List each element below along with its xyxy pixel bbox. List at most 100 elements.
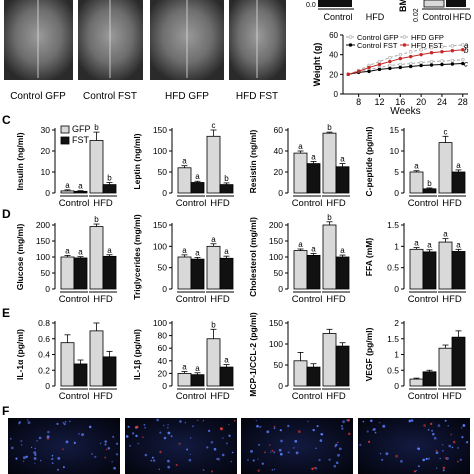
small-category-control-2: Control	[422, 12, 451, 22]
fluorescence-dot	[18, 422, 20, 425]
bar	[306, 366, 321, 387]
fluorescence-dot	[62, 448, 64, 451]
fluorescence-dot	[188, 458, 192, 462]
fluorescence-image	[358, 418, 470, 474]
small-bar	[318, 0, 352, 7]
bar	[451, 251, 466, 290]
y-tick-label: 15	[390, 125, 400, 135]
small-tick-label-top: 0.0	[306, 2, 316, 9]
data-point	[409, 64, 413, 69]
data-point	[377, 67, 382, 72]
data-point	[450, 58, 455, 63]
significance-letter: a	[224, 247, 229, 256]
fluorescence-dot	[320, 433, 323, 436]
data-point	[398, 52, 402, 57]
category-label: HFD	[326, 391, 346, 402]
y-tick-label: 0.5	[387, 365, 399, 375]
fluorescence-dot	[408, 419, 412, 423]
y-tick-label: 40	[274, 146, 284, 156]
bar	[177, 372, 192, 387]
fluorescence-dot	[442, 466, 446, 470]
fluorescence-dot	[220, 427, 223, 431]
y-tick-label: 100	[269, 339, 283, 349]
y-tick-label: 150	[36, 236, 50, 246]
fluorescence-image	[125, 418, 237, 474]
fluorescence-dot	[88, 425, 92, 429]
fluorescence-dot	[33, 451, 37, 455]
fluorescence-dot	[287, 451, 290, 454]
significance-letter: a	[195, 364, 200, 373]
small-category-control: Control	[323, 12, 352, 22]
fluorescence-dot	[159, 450, 162, 454]
data-point	[388, 59, 392, 64]
y-tick-label: 150	[269, 236, 283, 246]
fluorescence-dot	[27, 421, 31, 425]
significance-letter: b	[464, 46, 469, 55]
fluorescence-dot	[38, 436, 42, 440]
category-label: HFD	[210, 391, 230, 402]
data-point	[409, 61, 413, 66]
fluorescence-dot	[21, 444, 23, 446]
significance-letter: a	[456, 240, 461, 249]
y-tick-label: 0	[162, 284, 167, 294]
fluorescence-dot	[435, 449, 438, 452]
fluorescence-dot	[370, 419, 373, 423]
fluorescence-dot	[257, 458, 259, 460]
fluorescence-dot	[57, 457, 61, 460]
fluorescence-dot	[142, 436, 144, 438]
category-label: HFD	[326, 294, 346, 305]
y-tick-label: 0	[45, 188, 50, 198]
data-point	[429, 59, 434, 64]
xray-label-hfd-fst: HFD FST	[236, 91, 278, 102]
category-label: Control	[59, 294, 90, 305]
y-tick-label: 50	[274, 360, 284, 370]
y-tick-label: 0	[278, 188, 283, 198]
fluorescence-dot	[167, 423, 169, 426]
fluorescence-dot	[129, 444, 132, 447]
y-tick-label: 60	[158, 343, 168, 353]
fluorescence-dot	[450, 433, 453, 436]
data-point	[367, 69, 371, 74]
y-tick-label: 50	[158, 263, 168, 273]
fluorescence-dot	[347, 432, 351, 436]
fluorescence-dot	[342, 420, 346, 424]
significance-letter: a	[340, 246, 345, 255]
fluorescence-dot	[221, 453, 225, 457]
fluorescence-dot	[47, 430, 50, 434]
bar	[322, 132, 337, 194]
category-label: HFD	[326, 198, 346, 209]
bar	[102, 356, 117, 387]
fluorescence-dot	[257, 469, 261, 472]
y-tick-label: 20	[329, 70, 338, 79]
data-point	[398, 56, 402, 61]
fluorescence-dot	[362, 420, 365, 423]
fluorescence-dot	[207, 429, 211, 433]
fluorescence-dot	[442, 450, 444, 452]
x-tick-label: 8	[356, 97, 361, 107]
bar	[190, 374, 205, 387]
fluorescence-dot	[293, 447, 295, 449]
y-tick-label: 20	[274, 167, 284, 177]
fluorescence-dot	[62, 421, 65, 424]
fluorescence-dot	[104, 443, 107, 446]
significance-letter: c	[464, 60, 468, 69]
y-tick-label: 1	[394, 241, 399, 251]
significance-letter: b	[107, 174, 112, 183]
data-point	[388, 63, 392, 68]
data-point	[419, 48, 423, 52]
y-axis-label: Insulin (ng/ml)	[15, 132, 25, 190]
y-axis-label: C-peptide (pg/ml)	[364, 126, 374, 196]
bar	[206, 245, 221, 290]
significance-letter: a	[464, 41, 469, 50]
legend-marker	[348, 43, 353, 47]
fluorescence-dot	[457, 447, 459, 449]
bar	[89, 330, 104, 387]
bar-chart-vegf: 0 0.5 1 1.5 2 VEGF (pg/ml) Control HFD	[364, 318, 466, 402]
fluorescence-dot	[337, 453, 340, 457]
data-point	[440, 59, 444, 63]
y-axis-label: Triglycerides (mg/ml)	[132, 214, 142, 300]
fluorescence-dot	[295, 451, 299, 455]
fluorescence-dot	[374, 431, 377, 434]
bar	[438, 142, 453, 194]
bar	[409, 171, 424, 194]
